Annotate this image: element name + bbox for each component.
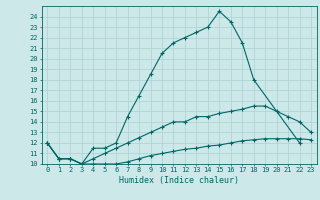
X-axis label: Humidex (Indice chaleur): Humidex (Indice chaleur) <box>119 176 239 185</box>
